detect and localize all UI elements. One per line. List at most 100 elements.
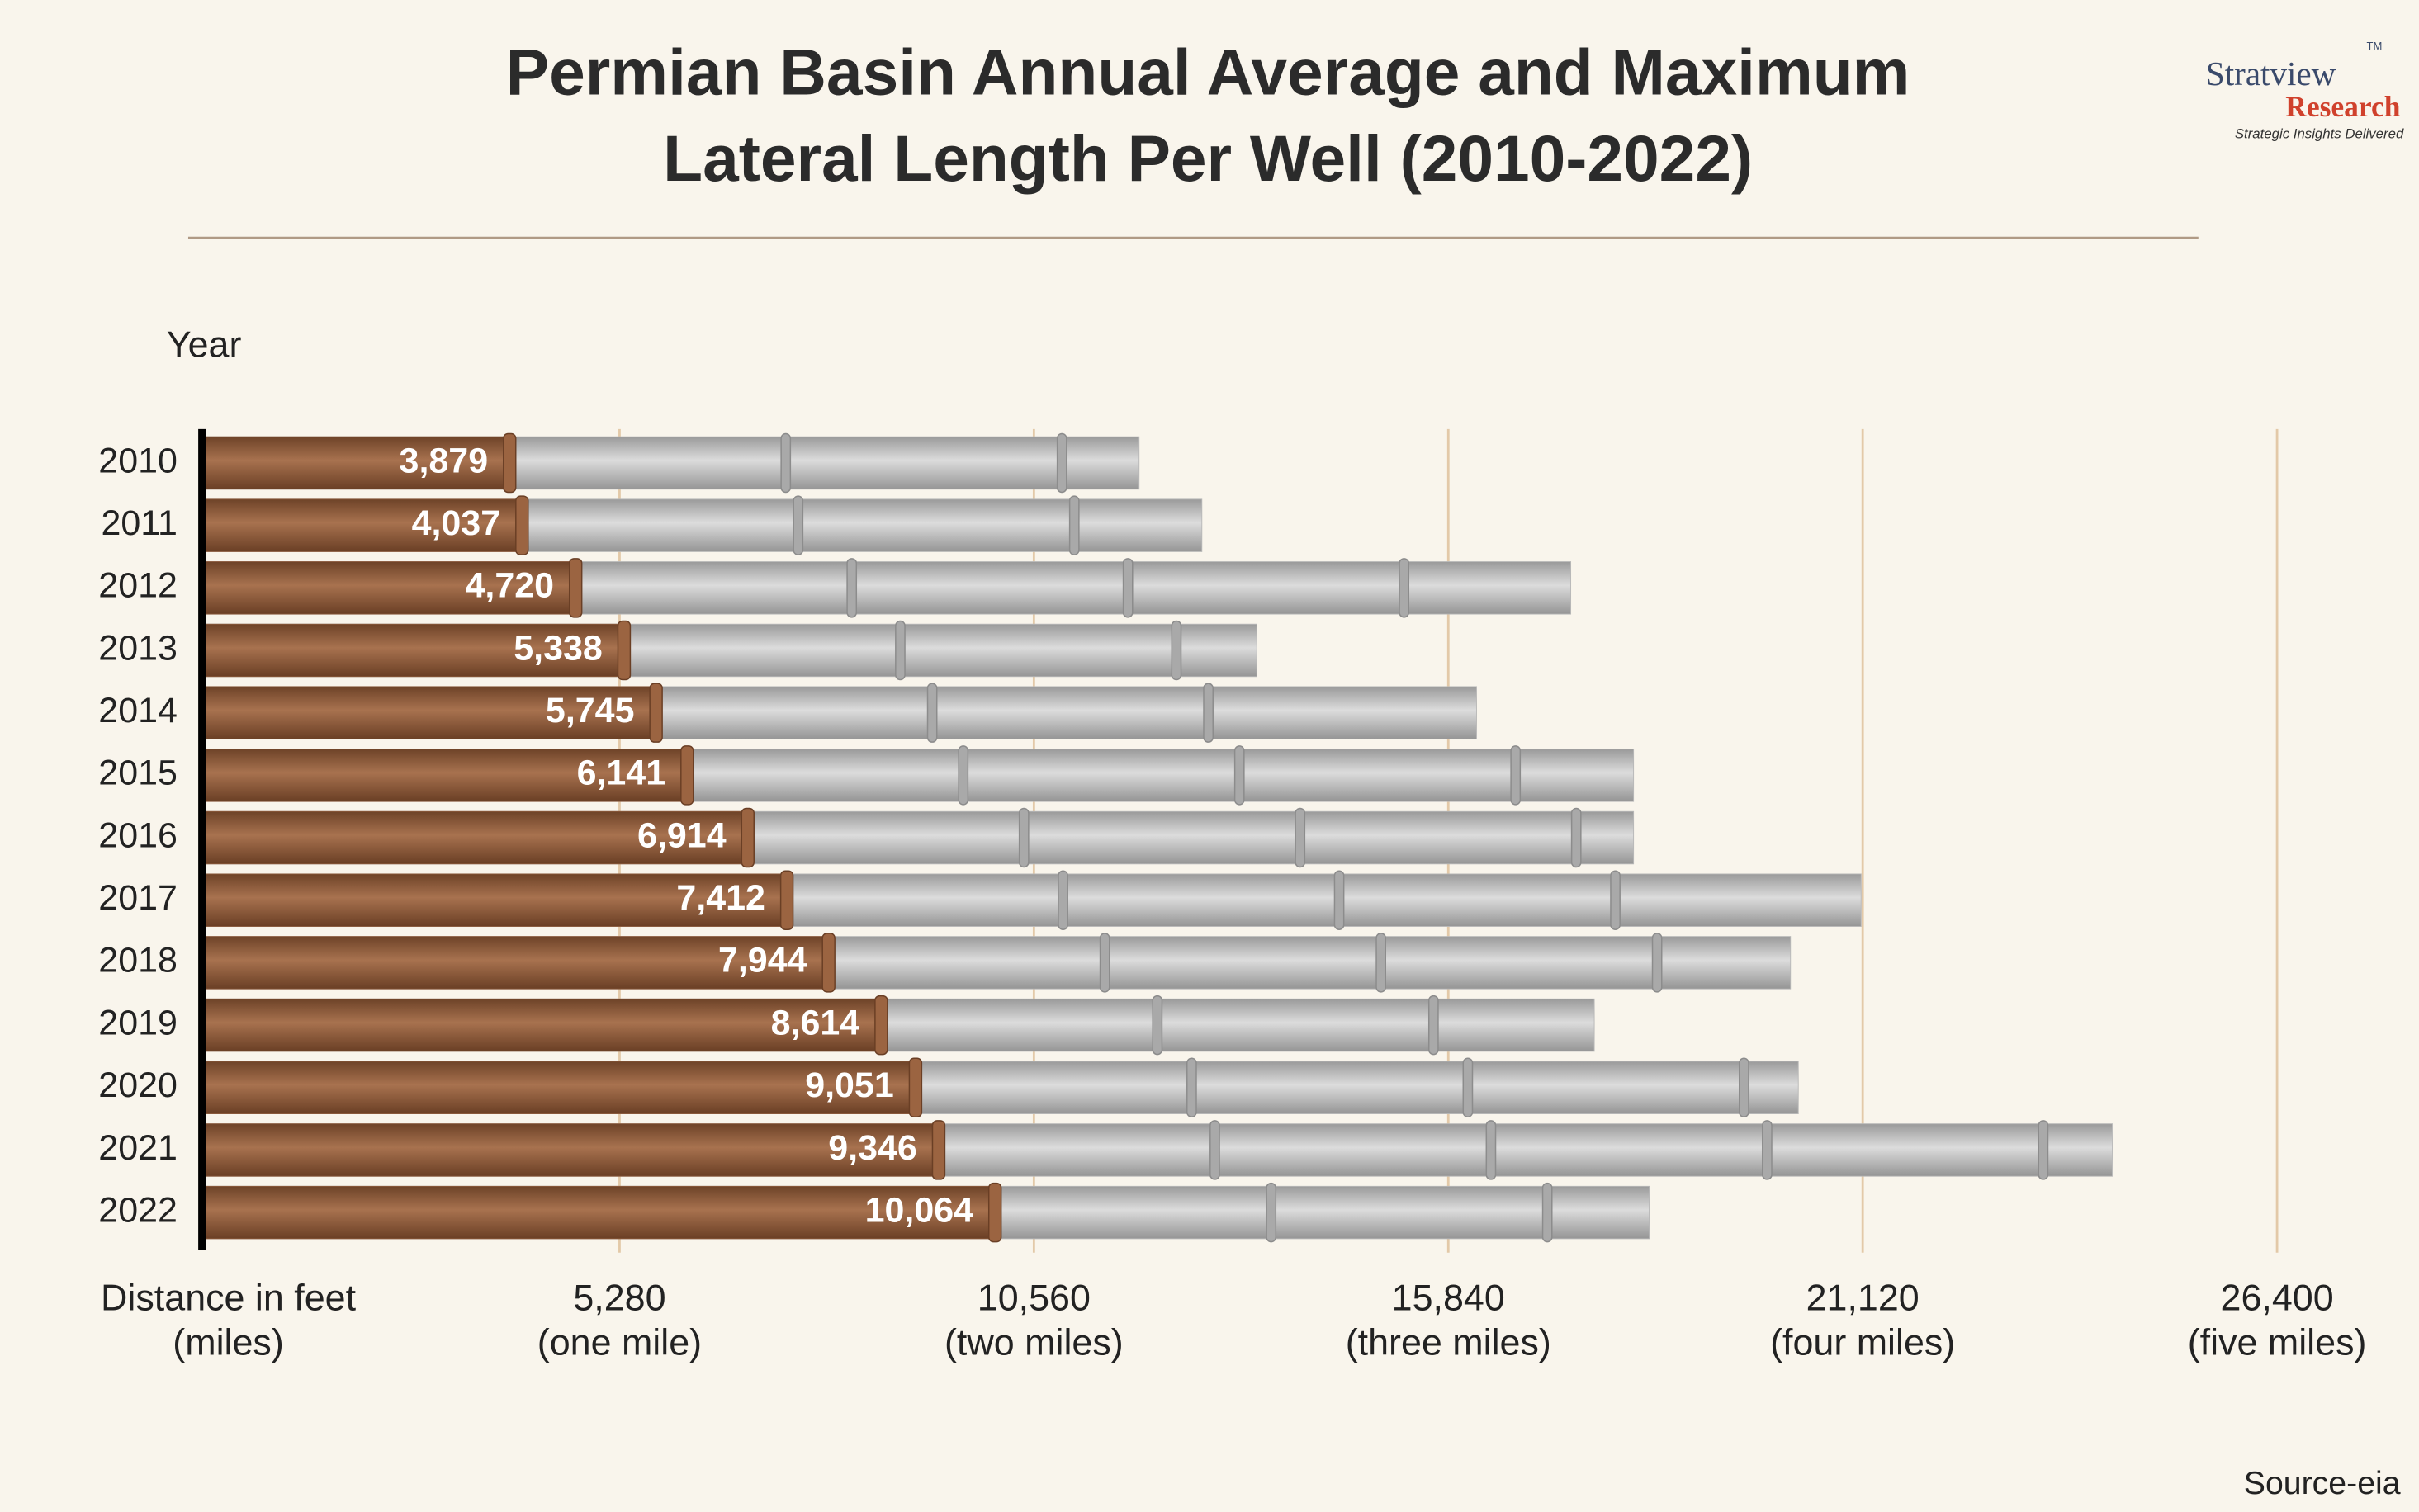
pipe-joint	[1210, 1120, 1220, 1180]
x-tick-sublabel: (two miles)	[944, 1321, 1124, 1363]
value-label: 4,037	[412, 503, 501, 543]
bar	[205, 810, 749, 865]
pipe-joint	[1333, 870, 1345, 930]
y-tick-label: 2017	[98, 878, 178, 918]
pipe-joint	[1570, 807, 1582, 868]
pipe-joint	[1541, 1182, 1553, 1243]
value-label: 5,338	[514, 628, 603, 668]
bar	[205, 561, 576, 615]
pipe-joint	[846, 558, 858, 618]
y-axis-label: Year	[167, 324, 242, 366]
pipe-joint	[680, 745, 694, 806]
x-tick-label: 15,840	[1392, 1276, 1505, 1318]
pipe-joint	[2038, 1120, 2049, 1180]
x-tick-sublabel: (one mile)	[537, 1321, 702, 1363]
pipe-joint	[1510, 745, 1522, 806]
x-tick-label: 5,280	[573, 1276, 665, 1318]
pipe-joint	[780, 432, 792, 494]
logo-sub: Research	[2285, 90, 2401, 123]
value-label: 9,051	[805, 1065, 894, 1105]
pipe-joint	[1099, 933, 1110, 993]
bar	[205, 998, 882, 1052]
pipe-joint	[1266, 1182, 1277, 1243]
bar	[205, 686, 657, 739]
x-tick-label: 10,560	[978, 1276, 1091, 1318]
pipe-joint	[793, 495, 804, 555]
bar	[205, 498, 523, 552]
pipe-joint	[958, 745, 969, 806]
pipe-joint	[1018, 807, 1030, 868]
x-axis-label: Distance in feet	[101, 1276, 357, 1318]
pipe-joint	[1152, 995, 1163, 1056]
y-tick-label: 2014	[98, 691, 178, 730]
logo-tagline: Strategic Insights Delivered	[2235, 125, 2404, 141]
x-tick-label: 21,120	[1806, 1276, 1920, 1318]
pipe-joint	[1203, 683, 1214, 743]
y-tick-label: 2012	[98, 566, 178, 606]
value-label: 8,614	[771, 1003, 860, 1042]
pipe-joint	[1122, 558, 1134, 618]
value-label: 6,914	[637, 815, 727, 855]
y-tick-label: 2015	[98, 754, 178, 793]
pipe-joint	[1186, 1057, 1197, 1118]
y-tick-label: 2022	[98, 1190, 178, 1230]
pipe-joint	[503, 432, 517, 494]
source: Source-eia	[2244, 1465, 2401, 1501]
bar	[205, 1123, 940, 1177]
pipe-joint	[895, 620, 906, 681]
pipe-joint	[568, 558, 583, 618]
x-axis-label: (miles)	[173, 1321, 283, 1363]
value-label: 3,879	[400, 441, 489, 480]
bar	[205, 749, 688, 802]
y-tick-label: 2011	[101, 503, 177, 543]
pipe-joint	[1068, 495, 1080, 555]
value-label: 7,412	[676, 878, 765, 918]
chart-title: Permian Basin Annual Average and Maximum	[506, 36, 1910, 109]
x-tick-sublabel: (five miles)	[2188, 1321, 2367, 1363]
y-tick-label: 2010	[98, 441, 178, 480]
pipe-joint	[515, 495, 529, 555]
x-tick-sublabel: (three miles)	[1346, 1321, 1551, 1363]
logo-tm: TM	[2366, 40, 2382, 52]
y-tick-label: 2021	[98, 1128, 178, 1168]
pipe-joint	[649, 683, 663, 743]
pipe-joint	[741, 807, 755, 868]
y-tick-label: 2018	[98, 941, 178, 980]
bar	[205, 623, 625, 678]
pipe-joint	[926, 683, 938, 743]
value-label: 7,944	[718, 941, 807, 980]
pipe-joint	[1233, 745, 1245, 806]
value-label: 9,346	[828, 1128, 917, 1168]
pipe-joint	[1462, 1057, 1474, 1118]
value-label: 5,745	[546, 691, 635, 730]
pipe-joint	[1739, 1057, 1749, 1118]
y-tick-label: 2016	[98, 815, 178, 855]
logo-name: Stratview	[2206, 54, 2336, 92]
y-tick-label: 2019	[98, 1003, 178, 1042]
pipe-joint	[908, 1057, 923, 1118]
bar	[205, 936, 830, 990]
pipe-joint	[931, 1120, 946, 1180]
pipe-joint	[821, 933, 836, 993]
pipe-joint	[1295, 807, 1306, 868]
bar	[205, 1185, 996, 1240]
x-tick-label: 26,400	[2221, 1276, 2334, 1318]
pipe-joint	[1485, 1120, 1497, 1180]
pipe-joint	[779, 870, 794, 930]
x-tick-sublabel: (four miles)	[1770, 1321, 1955, 1363]
pipe-joint	[1375, 933, 1386, 993]
value-label: 10,064	[865, 1190, 974, 1230]
y-tick-label: 2020	[98, 1065, 178, 1105]
value-label: 6,141	[577, 754, 666, 793]
pipe-joint	[874, 995, 888, 1056]
pipe-joint	[1399, 558, 1410, 618]
chart-title: Lateral Length Per Well (2010-2022)	[663, 122, 1753, 195]
pipe-joint	[1056, 432, 1067, 494]
pipe-joint	[617, 620, 632, 681]
pipe-joint	[1610, 870, 1621, 930]
y-tick-label: 2013	[98, 628, 178, 668]
value-label: 4,720	[466, 566, 555, 606]
pipe-joint	[1058, 870, 1068, 930]
